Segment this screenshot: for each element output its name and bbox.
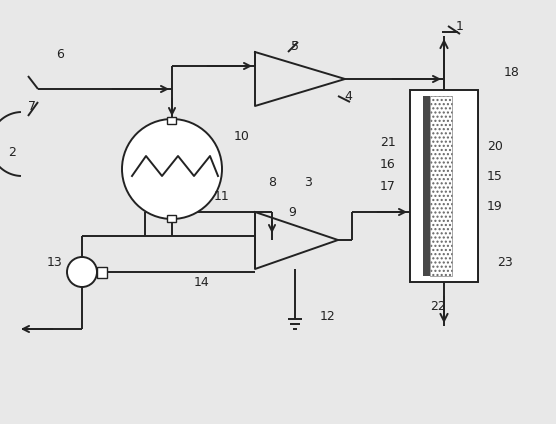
Text: 2: 2 xyxy=(8,145,16,159)
Text: 22: 22 xyxy=(430,299,446,312)
Text: 23: 23 xyxy=(497,256,513,268)
Text: 17: 17 xyxy=(380,179,396,192)
Text: 8: 8 xyxy=(268,176,276,189)
Bar xyxy=(423,96,430,276)
Text: 1: 1 xyxy=(456,20,464,33)
Text: 19: 19 xyxy=(487,200,503,212)
Text: 7: 7 xyxy=(28,100,36,112)
Text: 12: 12 xyxy=(320,310,336,323)
Text: 3: 3 xyxy=(304,176,312,189)
Text: 13: 13 xyxy=(47,256,63,268)
Text: 14: 14 xyxy=(194,276,210,288)
Text: 15: 15 xyxy=(487,170,503,182)
Circle shape xyxy=(122,119,222,219)
Text: 11: 11 xyxy=(214,190,230,203)
Bar xyxy=(167,117,176,124)
Text: 20: 20 xyxy=(487,139,503,153)
Bar xyxy=(430,96,452,276)
Bar xyxy=(410,90,478,282)
Text: 4: 4 xyxy=(344,89,352,103)
Text: 10: 10 xyxy=(234,129,250,142)
Text: 6: 6 xyxy=(56,47,64,61)
Text: 21: 21 xyxy=(380,136,396,148)
Text: 16: 16 xyxy=(380,157,396,170)
Text: 5: 5 xyxy=(291,39,299,53)
Text: 9: 9 xyxy=(288,206,296,218)
Circle shape xyxy=(67,257,97,287)
Text: 18: 18 xyxy=(504,65,520,78)
Bar xyxy=(97,267,107,278)
Bar xyxy=(167,215,176,222)
